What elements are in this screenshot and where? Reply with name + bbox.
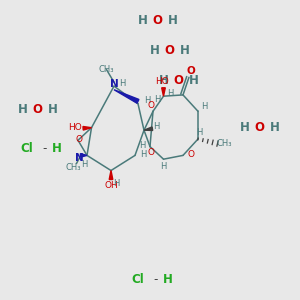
Text: CH₃: CH₃ <box>216 139 232 148</box>
Text: H: H <box>270 121 279 134</box>
Text: H: H <box>189 74 198 88</box>
Text: O: O <box>75 135 82 144</box>
Text: H: H <box>160 162 167 171</box>
Text: H: H <box>113 178 120 188</box>
Text: O: O <box>254 121 265 134</box>
Polygon shape <box>80 154 87 157</box>
Text: O: O <box>187 150 194 159</box>
Text: H: H <box>138 14 147 28</box>
Text: O: O <box>164 44 175 58</box>
Text: H: H <box>52 142 62 155</box>
Text: HO: HO <box>155 77 169 86</box>
Text: H: H <box>144 96 150 105</box>
Text: H: H <box>180 44 189 58</box>
Polygon shape <box>144 127 153 130</box>
Text: OH: OH <box>104 181 118 190</box>
Text: O: O <box>173 74 184 88</box>
Text: -: - <box>43 142 47 155</box>
Text: O: O <box>148 148 155 157</box>
Text: N: N <box>75 153 84 163</box>
Polygon shape <box>109 170 113 179</box>
Text: H: H <box>140 150 147 159</box>
Text: -: - <box>154 273 158 286</box>
Text: CH₃: CH₃ <box>66 164 81 172</box>
Text: H: H <box>154 95 161 104</box>
Text: CH₃: CH₃ <box>99 65 114 74</box>
Text: Cl: Cl <box>21 142 33 155</box>
Text: H: H <box>81 160 88 169</box>
Text: H: H <box>150 44 159 58</box>
Text: O: O <box>32 103 43 116</box>
Text: H: H <box>153 122 159 131</box>
Text: H: H <box>163 273 173 286</box>
Text: O: O <box>186 66 195 76</box>
Text: O: O <box>148 101 155 110</box>
Text: H: H <box>168 14 177 28</box>
Text: H: H <box>196 128 203 137</box>
Text: O: O <box>152 14 163 28</box>
Text: H: H <box>139 141 146 150</box>
Polygon shape <box>162 88 165 96</box>
Text: H: H <box>159 74 168 88</box>
Text: Cl: Cl <box>132 273 144 286</box>
Text: H: H <box>201 102 207 111</box>
Polygon shape <box>114 90 139 103</box>
Text: N: N <box>110 79 118 89</box>
Text: HO: HO <box>68 124 82 133</box>
Text: H: H <box>119 79 126 88</box>
Text: H: H <box>48 103 57 116</box>
Text: H: H <box>167 89 173 98</box>
Text: H: H <box>240 121 249 134</box>
Polygon shape <box>83 127 92 130</box>
Text: H: H <box>18 103 27 116</box>
